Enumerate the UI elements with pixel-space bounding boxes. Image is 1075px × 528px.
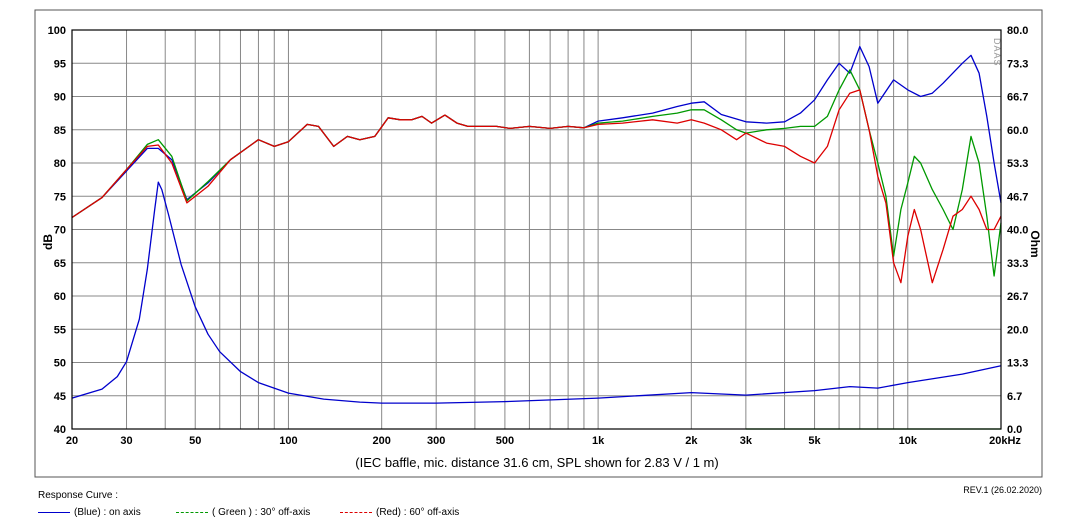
legend-line-swatch xyxy=(176,512,208,513)
legend-line-swatch xyxy=(38,512,70,513)
y-tick-label: 55 xyxy=(54,324,66,336)
y-tick-label: 85 xyxy=(54,125,66,137)
y2-axis-label: Ohm xyxy=(1028,230,1042,257)
legend-line-swatch xyxy=(340,512,372,513)
y2-tick-label: 13.3 xyxy=(1007,358,1028,370)
y-tick-label: 45 xyxy=(54,391,66,403)
y-tick-label: 75 xyxy=(54,191,66,203)
series-line xyxy=(71,181,1002,404)
x-tick-label: 200 xyxy=(372,435,390,447)
y2-tick-label: 80.0 xyxy=(1007,25,1028,37)
chart-caption: (IEC baffle, mic. distance 31.6 cm, SPL … xyxy=(355,455,718,470)
y-axis-label: dB xyxy=(41,234,55,250)
y-tick-label: 50 xyxy=(54,358,66,370)
y2-tick-label: 53.3 xyxy=(1007,158,1028,170)
y-tick-label: 80 xyxy=(54,158,66,170)
x-tick-label: 50 xyxy=(189,435,201,447)
y-tick-label: 70 xyxy=(54,225,66,237)
y2-tick-label: 6.7 xyxy=(1007,391,1022,403)
tick-labels: 40 45 50 55 60 65 70 75 80 85 90 95 100 0.0 6.7 13.3 20.… xyxy=(48,25,1029,447)
y2-tick-label: 0.0 xyxy=(1007,424,1022,436)
y2-tick-label: 40.0 xyxy=(1007,225,1028,237)
y2-tick-label: 73.3 xyxy=(1007,58,1028,70)
y-tick-label: 90 xyxy=(54,92,66,104)
y2-tick-label: 33.3 xyxy=(1007,258,1028,270)
legend-item: (Red) : 60° off-axis xyxy=(340,507,459,518)
x-tick-label: 30 xyxy=(120,435,132,447)
legend-label: (Red) : 60° off-axis xyxy=(376,507,460,518)
plot-border xyxy=(71,29,1002,430)
y2-tick-label: 66.7 xyxy=(1007,92,1028,104)
x-tick-label: 3k xyxy=(740,435,753,447)
y2-tick-label: 46.7 xyxy=(1007,191,1028,203)
y-tick-label: 65 xyxy=(54,258,66,270)
revision-label: REV.1 (26.02.2020) xyxy=(963,485,1042,495)
y2-tick-label: 26.7 xyxy=(1007,291,1028,303)
x-tick-label: 5k xyxy=(808,435,821,447)
series-line xyxy=(71,89,1002,284)
x-tick-label: 20kHz xyxy=(989,435,1021,447)
watermark: DAAS xyxy=(992,38,1002,67)
y2-tick-label: 60.0 xyxy=(1007,125,1028,137)
x-tick-label: 20 xyxy=(66,435,78,447)
x-tick-label: 1k xyxy=(592,435,605,447)
x-tick-label: 300 xyxy=(427,435,445,447)
y-tick-label: 95 xyxy=(54,58,66,70)
legend-label: ( Green ) : 30° off-axis xyxy=(212,507,311,518)
legend-item: ( Green ) : 30° off-axis xyxy=(176,507,310,518)
x-tick-label: 10k xyxy=(899,435,918,447)
legend-title: Response Curve : xyxy=(38,490,119,501)
y-tick-label: 40 xyxy=(54,424,66,436)
x-tick-label: 100 xyxy=(279,435,297,447)
y2-tick-label: 20.0 xyxy=(1007,324,1028,336)
y-tick-label: 60 xyxy=(54,291,66,303)
legend-item: (Blue) : on axis xyxy=(38,507,141,518)
x-tick-label: 500 xyxy=(496,435,514,447)
legend-label: (Blue) : on axis xyxy=(74,507,141,518)
y-tick-label: 100 xyxy=(48,25,66,37)
x-tick-label: 2k xyxy=(685,435,698,447)
